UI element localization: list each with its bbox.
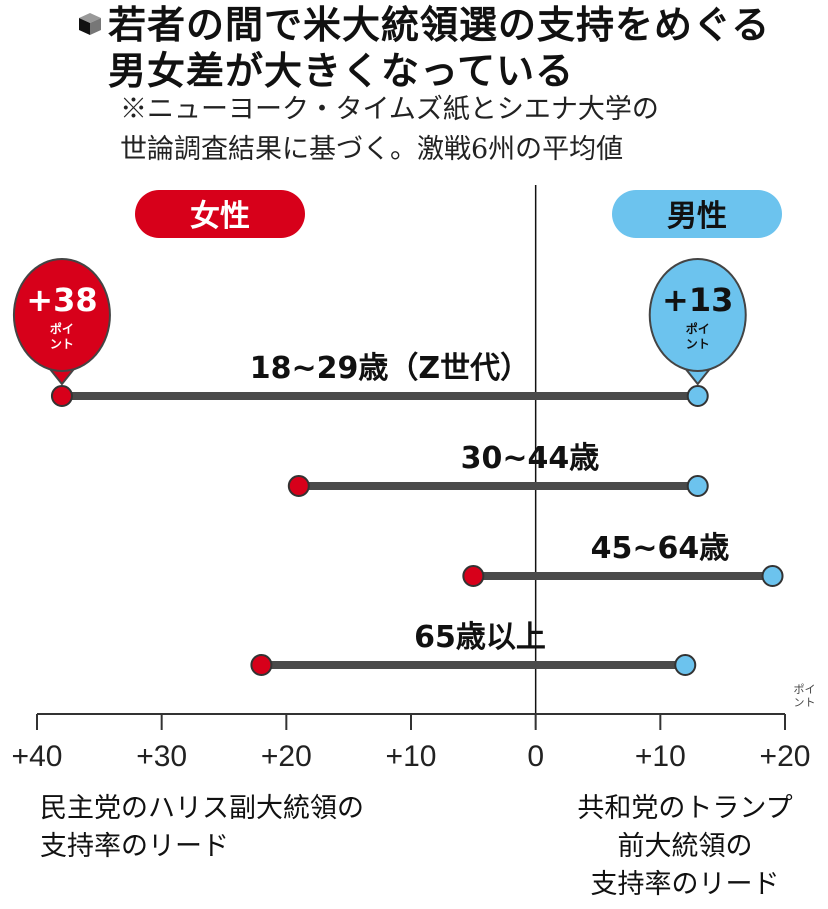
x-tick-label: 0 — [527, 740, 544, 773]
callout-bubble — [12, 258, 111, 372]
xlabel-right-line-1: 共和党のトランプ — [577, 793, 793, 824]
row-label: 30~44歳 — [461, 441, 600, 476]
xlabel-right: 共和党のトランプ 前大統領の 支持率のリード — [560, 790, 810, 904]
men-point — [761, 565, 784, 587]
note-line-2: 世論調査結果に基づく。激戦6州の平均値 — [120, 134, 624, 165]
cube-icon — [79, 13, 101, 35]
legend-women-label: 女性 — [190, 199, 250, 234]
legend-women-pill — [135, 190, 305, 238]
callout-value: +38 — [26, 281, 97, 319]
women-point — [462, 565, 485, 587]
xlabel-left-line-1: 民主党のハリス副大統領の — [40, 793, 364, 824]
title-line-2: 男女差が大きくなっている — [108, 49, 575, 93]
callout-unit-1: ポイ — [50, 321, 74, 336]
chart-title: 若者の間で米大統領選の支持をめぐる 男女差が大きくなっている — [108, 2, 770, 94]
legend-men-pill — [612, 190, 782, 238]
row-label: 65歳以上 — [414, 620, 546, 655]
men-point — [674, 654, 697, 676]
x-tick-label: +40 — [12, 740, 63, 773]
x-tick-label: +10 — [635, 740, 686, 773]
row-label: 45~64歳 — [591, 531, 730, 566]
note-line-1: ※ニューヨーク・タイムズ紙とシエナ大学の — [120, 94, 659, 125]
men-point — [686, 385, 709, 407]
callout-bubble — [648, 258, 747, 372]
source-note: ※ニューヨーク・タイムズ紙とシエナ大学の 世論調査結果に基づく。激戦6州の平均値 — [120, 90, 659, 170]
xlabel-left: 民主党のハリス副大統領の 支持率のリード — [40, 790, 364, 866]
x-tick-label: +20 — [760, 740, 811, 773]
xlabel-right-line-2: 前大統領の — [617, 831, 753, 862]
legend-men-label: 男性 — [667, 199, 727, 234]
x-unit-label: ポイント — [793, 683, 816, 709]
women-point — [287, 475, 310, 497]
x-tick-label: +30 — [136, 740, 187, 773]
row-label: 18~29歳（Z世代） — [250, 351, 530, 386]
men-point — [686, 475, 709, 497]
callout-unit-2: ント — [686, 337, 710, 351]
callout-value: +13 — [662, 281, 733, 319]
callout-unit-2: ント — [50, 337, 74, 351]
callout-unit-1: ポイ — [686, 321, 710, 336]
xlabel-left-line-2: 支持率のリード — [40, 831, 229, 862]
women-point — [50, 385, 73, 407]
xlabel-right-line-3: 支持率のリード — [590, 869, 780, 900]
title-line-1: 若者の間で米大統領選の支持をめぐる — [108, 3, 771, 47]
x-tick-label: +20 — [261, 740, 312, 773]
women-point — [250, 654, 273, 676]
x-tick-label: +10 — [386, 740, 437, 773]
